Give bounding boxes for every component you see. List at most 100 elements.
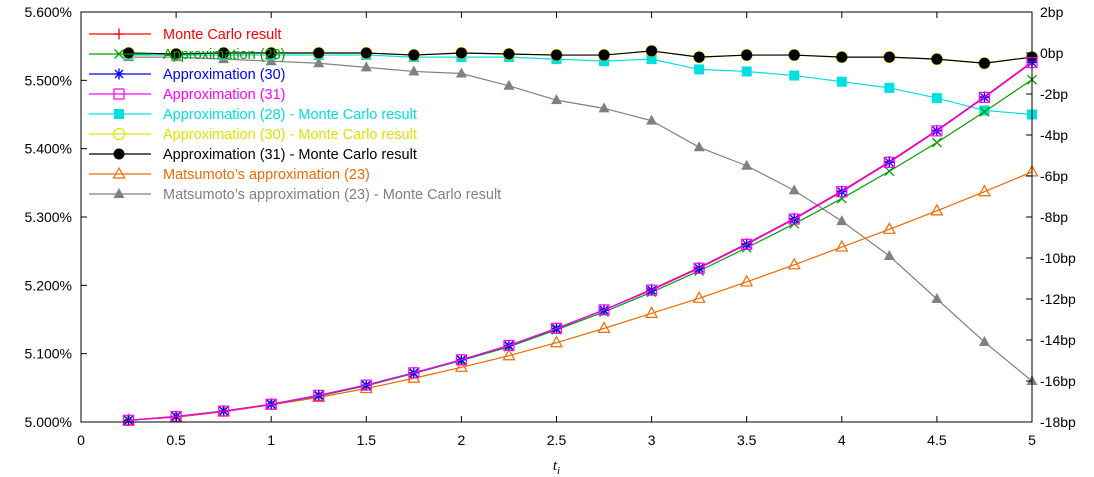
square-filled-marker [931, 93, 942, 104]
square-filled-marker [979, 105, 990, 116]
y-left-tick-label: 5.100% [25, 346, 72, 362]
triangle-filled-marker [313, 57, 325, 68]
x-tick-label: 4 [838, 432, 846, 448]
square-marker [836, 186, 848, 198]
y-left-tick-label: 5.200% [25, 277, 72, 293]
circle-filled-marker [265, 47, 277, 59]
y-left-tick-label: 5.300% [25, 209, 72, 225]
x-tick-label: 3.5 [737, 432, 757, 448]
x-tick-label: 1.5 [357, 432, 377, 448]
y-right-tick-label: -12bp [1040, 291, 1076, 307]
x-axis-title-sub: i [557, 465, 560, 477]
legend-label: Approximation (31) [163, 87, 286, 103]
y-right-tick-label: -16bp [1040, 373, 1076, 389]
legend-label: Approximation (31) - Monte Carlo result [163, 147, 417, 163]
x-axis-title-main: t [553, 458, 558, 474]
triangle-marker [112, 166, 126, 179]
y-right-tick-label: -6bp [1040, 168, 1068, 184]
triangle-filled-marker [693, 141, 705, 152]
square-marker [113, 88, 125, 100]
circle-filled-marker [123, 47, 135, 59]
circle-filled-marker [741, 49, 753, 61]
circle-filled-marker [170, 48, 182, 60]
triangle-filled-marker [598, 102, 610, 113]
triangle-filled-marker [788, 184, 800, 195]
triangle-filled-marker [646, 114, 658, 125]
series-line [128, 62, 1033, 421]
square-filled-marker [836, 76, 847, 87]
square-marker [550, 322, 563, 334]
square-filled-marker [789, 70, 800, 81]
x-axis-title: ti [553, 458, 560, 477]
legend-item: Approximation (30) - Monte Carlo result [89, 127, 417, 143]
series-line [128, 56, 1033, 382]
square-marker [313, 389, 325, 401]
circle-filled-marker [113, 148, 125, 160]
circle-filled-marker [693, 51, 705, 63]
x-tick-label: 1 [267, 432, 275, 448]
legend-item: Matsumoto’s approximation (23) - Monte C… [89, 187, 501, 203]
series-line [128, 54, 1033, 116]
triangle-marker [692, 291, 706, 303]
y-right-tick-label: 0bp [1040, 45, 1064, 61]
square-filled-marker [884, 82, 895, 93]
square-marker [598, 304, 610, 316]
legend-label: Approximation (30) - Monte Carlo result [163, 127, 417, 143]
square-marker [693, 262, 705, 274]
triangle-marker [882, 222, 896, 234]
triangle-marker [549, 335, 564, 348]
y-left-tick-label: 5.600% [25, 4, 72, 20]
triangle-filled-marker [931, 293, 943, 303]
triangle-marker [454, 360, 468, 372]
asterisk-marker [123, 414, 135, 426]
y-right-tick-label: -2bp [1040, 86, 1068, 102]
square-marker [503, 339, 515, 352]
y-right-tick-label: -18bp [1040, 414, 1076, 430]
x-tick-label: 2 [458, 432, 466, 448]
circle-filled-marker [788, 49, 800, 61]
triangle-marker [740, 274, 754, 287]
x-marker [979, 106, 990, 117]
square-marker [741, 238, 753, 250]
y-right-tick-label: -4bp [1040, 127, 1068, 143]
triangle-filled-marker [883, 249, 895, 260]
circle-filled-marker [360, 47, 372, 59]
x-tick-label: 0 [77, 432, 85, 448]
y-left-tick-label: 5.500% [25, 72, 72, 88]
plus-marker [113, 28, 125, 40]
x-tick-label: 2.5 [547, 432, 567, 448]
legend-item: Approximation (30) [89, 67, 286, 83]
y-left-tick-label: 5.000% [25, 414, 72, 430]
series-4 [122, 56, 1038, 426]
legend-item: Matsumoto’s approximation (23) [89, 166, 370, 183]
x-tick-label: 4.5 [927, 432, 947, 448]
square-filled-marker [646, 54, 657, 65]
square-marker [360, 379, 372, 391]
legend-item: Approximation (28) [89, 47, 286, 63]
triangle-filled-marker [741, 159, 753, 170]
triangle-filled-marker [408, 65, 420, 76]
square-marker [978, 91, 991, 104]
square-marker [645, 284, 658, 296]
triangle-marker [787, 257, 801, 270]
x-tick-label: 3 [648, 432, 656, 448]
legend-label: Matsumoto’s approximation (23) - Monte C… [163, 187, 501, 203]
circle-filled-marker [455, 47, 467, 59]
square-filled-marker [599, 56, 610, 67]
plot-lines [122, 44, 1039, 426]
square-marker [408, 367, 420, 379]
square-filled-marker [114, 109, 124, 119]
square-marker [931, 125, 943, 137]
triangle-filled-marker [836, 215, 848, 226]
square-filled-marker [741, 66, 752, 77]
square-marker [218, 405, 230, 417]
legend-label: Matsumoto’s approximation (23) [163, 167, 370, 183]
legend-label: Approximation (30) [163, 67, 286, 83]
triangle-marker [597, 321, 611, 333]
triangle-filled-marker [265, 55, 277, 66]
legend: Monte Carlo result Approximation (28) Appr… [89, 27, 501, 203]
circle-filled-marker [503, 48, 515, 60]
square-marker [883, 156, 895, 168]
triangle-marker [835, 239, 849, 252]
